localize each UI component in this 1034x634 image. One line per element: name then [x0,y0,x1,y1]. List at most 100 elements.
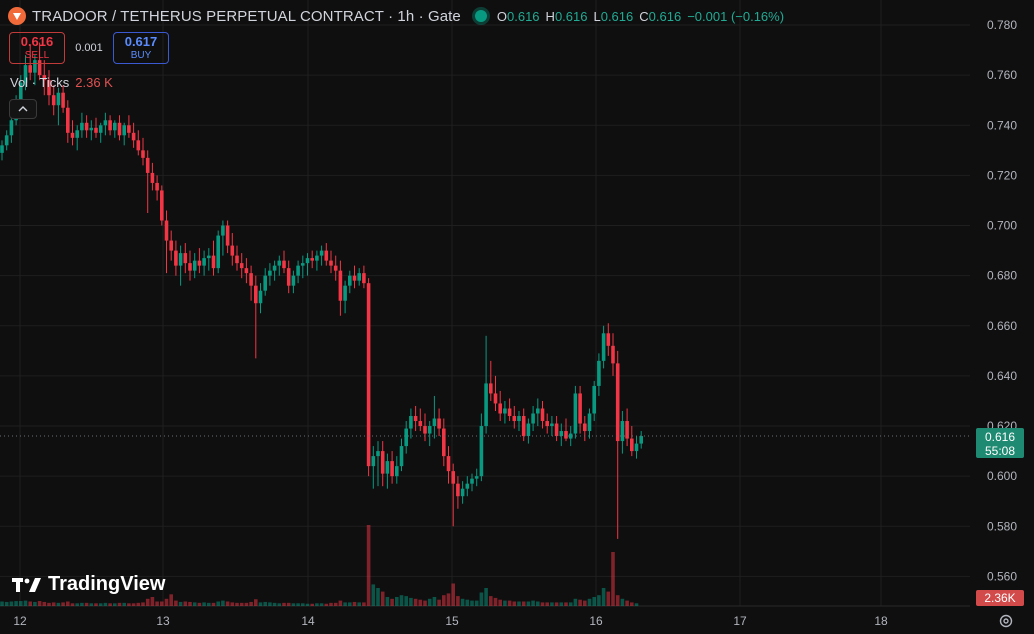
volume-bar [37,601,42,606]
y-tick-label: 0.760 [987,68,1017,82]
candle-body [385,461,390,474]
candle-body [239,263,244,269]
candle-body [230,245,235,256]
volume-bar [404,596,408,606]
volume-bar [587,598,592,606]
candle-body [390,461,394,477]
x-tick-label: 13 [156,614,170,628]
candle-body [296,265,300,276]
candle-body [84,122,89,131]
volume-bar [286,602,291,606]
candle-body [155,182,159,191]
buy-button[interactable]: 0.617 BUY [113,32,169,64]
y-tick-label: 0.640 [987,369,1017,383]
current-price-label: 0.616 [985,430,1015,444]
x-tick-label: 17 [733,614,747,628]
volume-legend[interactable]: Vol · Ticks 2.36 K [10,75,113,90]
candle-body [23,65,28,83]
candle-body [573,393,578,434]
volume-bar [498,599,502,606]
volume-bar [319,603,324,606]
low-label: L [593,8,601,24]
candle-body [80,122,84,131]
volume-bar [550,602,554,606]
candle-body [625,421,629,439]
volume-bar [484,588,488,606]
candle-body [329,260,333,266]
volume-bar [221,600,225,606]
x-tick-label: 18 [874,614,888,628]
candle-body [94,127,98,133]
volume-bar [249,601,253,606]
volume-bar [395,597,399,606]
candle-body [343,285,347,301]
countdown-label: 55:08 [985,444,1015,458]
candle-body [460,488,465,497]
buy-label: BUY [130,49,152,61]
volume-bar [630,602,634,606]
candle-body [357,273,361,281]
collapse-legend-button[interactable] [9,99,37,119]
candle-body [578,393,582,424]
volume-bar [145,598,150,606]
tradingview-logo-icon [12,577,41,592]
volume-bar [197,602,202,606]
volume-bar [413,598,418,606]
volume-bar [268,602,272,606]
tradingview-logo[interactable]: TradingView [12,573,165,596]
high-value: 0.616 [554,8,588,24]
sell-button[interactable]: 0.616 SELL [9,32,65,64]
volume-bar [164,598,169,606]
candle-body [536,408,540,414]
volume-bar [47,602,51,606]
volume-bar [301,603,305,606]
volume-bar [601,588,606,606]
candle-body [526,423,531,437]
candle-body [235,255,239,264]
candle-body [272,265,277,271]
candle-body [380,451,385,474]
candle-body [432,418,437,427]
volume-bar [578,599,582,606]
candle-body [202,258,206,266]
candle-body [164,220,169,241]
candle-body [587,413,592,432]
settings-button[interactable] [997,612,1015,630]
volume-bar [390,598,394,606]
volume-bar [432,597,437,606]
symbol-title[interactable]: TRADOOR / TETHERUS PERPETUAL CONTRACT · … [32,7,461,25]
volume-bar [568,602,573,606]
candle-body [221,225,225,236]
x-tick-label: 16 [589,614,603,628]
volume-bar [348,602,352,606]
candle-body [89,127,94,131]
candle-body [376,451,380,457]
y-tick-label: 0.660 [987,319,1017,333]
y-tick-label: 0.600 [987,469,1017,483]
volume-bar [470,600,474,606]
candle-body [592,385,596,414]
volume-bar [216,601,220,606]
y-tick-label: 0.740 [987,118,1017,132]
candle-body [113,122,117,131]
close-label: C [639,8,649,24]
volume-bar [61,602,65,606]
chevron-up-icon [18,106,28,112]
y-tick-label: 0.780 [987,18,1017,32]
candle-body [348,275,352,286]
volume-bar [272,602,277,606]
candle-body [446,456,451,472]
volume-bar [141,602,145,606]
volume-bar [89,603,94,606]
volume-bar [446,593,451,606]
volume-bar [98,603,103,606]
candle-body [479,426,484,477]
volume-value-badge [976,590,1024,606]
volume-bar [460,598,465,606]
candle-body [127,125,131,133]
ohlc-legend: O0.616 H0.616 L0.616 C0.616 −0.001 (−0.1… [497,9,784,24]
candle-body [399,446,404,467]
volume-bar [282,602,286,606]
candle-body [366,283,371,467]
